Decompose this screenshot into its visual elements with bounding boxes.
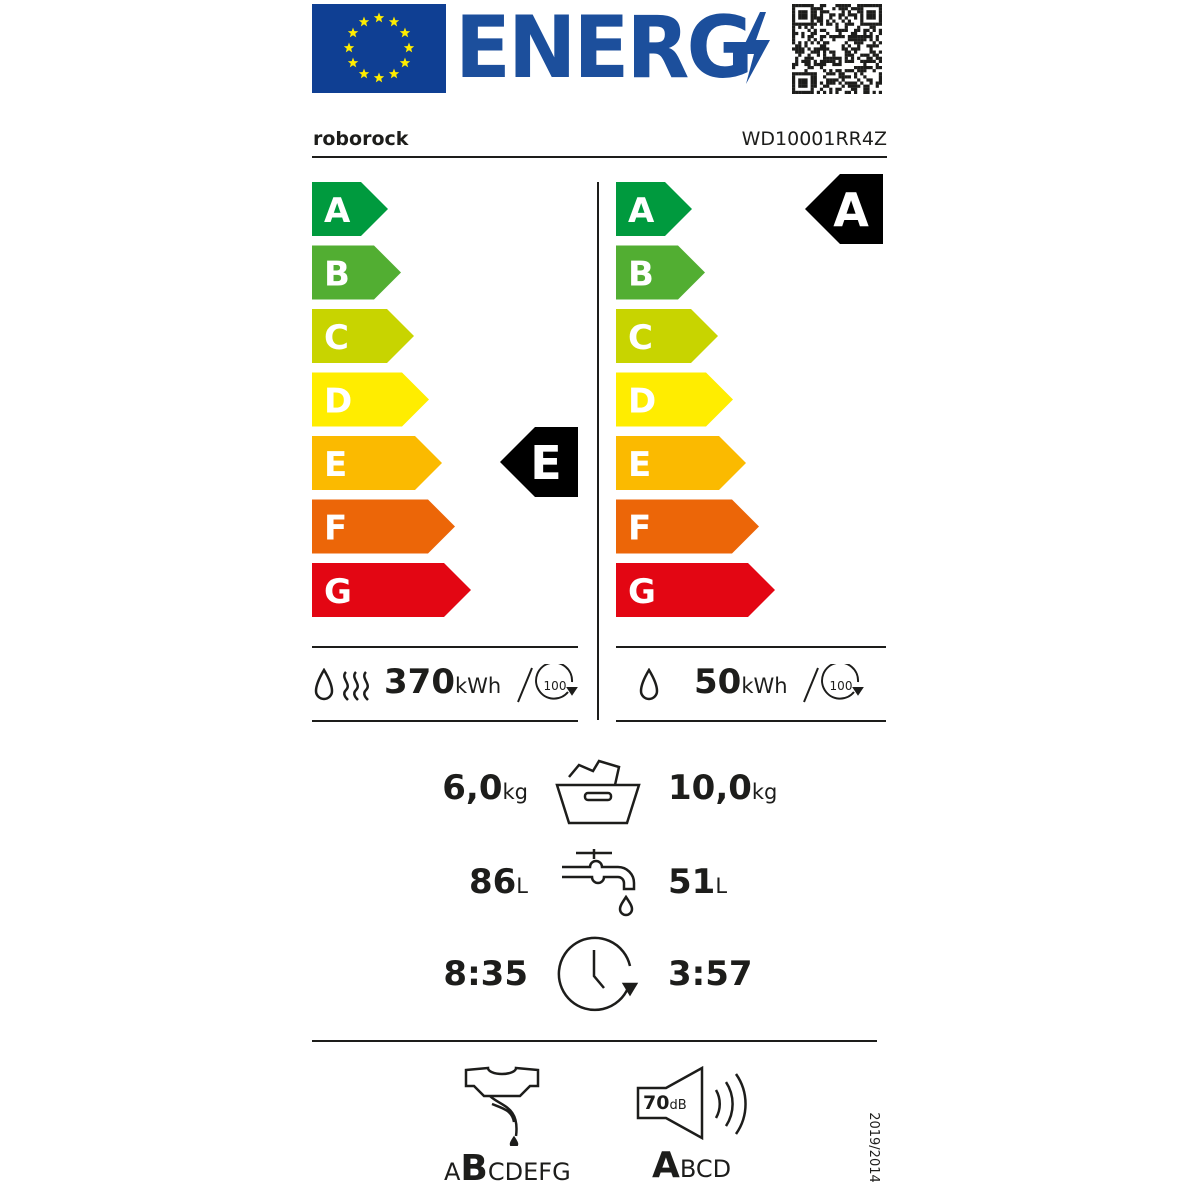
energy-class-bar-F: F xyxy=(616,499,759,554)
svg-text:D: D xyxy=(628,382,656,422)
star-icon xyxy=(343,42,355,53)
noise-class-scale: ABCD xyxy=(652,1145,732,1186)
water-wash-dry: 86L xyxy=(468,862,528,902)
svg-text:G: G xyxy=(324,572,352,612)
svg-text:E: E xyxy=(628,445,651,485)
lightning-icon xyxy=(740,12,770,84)
energy-class-bar-E: E xyxy=(616,436,746,490)
svg-text:F: F xyxy=(628,509,651,549)
svg-text:E: E xyxy=(324,445,347,485)
svg-text:A: A xyxy=(833,183,869,237)
per-100-cycles-icon: 100 xyxy=(517,664,578,703)
water-wash: 51L xyxy=(668,862,728,902)
star-icon xyxy=(399,27,411,38)
svg-text:B: B xyxy=(324,255,350,295)
noise-speaker-icon xyxy=(636,1066,747,1141)
energy-class-bar-G: G xyxy=(312,563,471,617)
energy-class-bar-B: B xyxy=(616,245,705,300)
star-icon xyxy=(388,68,400,79)
svg-text:F: F xyxy=(324,509,347,549)
divider xyxy=(312,720,578,722)
svg-text:G: G xyxy=(628,572,656,612)
per-100-cycles-icon: 100 xyxy=(803,664,864,703)
star-icon xyxy=(373,12,385,23)
svg-text:100: 100 xyxy=(830,679,853,693)
supplier-name: roborock xyxy=(313,128,409,150)
spin-drying-class-scale: ABCDEFG xyxy=(444,1148,571,1189)
duration-wash-dry: 8:35 xyxy=(443,954,528,994)
energy-class-bar-A: A xyxy=(312,182,388,236)
star-icon xyxy=(403,42,415,53)
svg-text:B: B xyxy=(628,255,654,295)
duration-wash: 3:57 xyxy=(668,954,753,994)
rating-indicator-wash_dry: E xyxy=(500,427,578,497)
energy-class-bar-A: A xyxy=(616,182,692,236)
divider xyxy=(616,646,886,648)
energy-class-bar-D: D xyxy=(312,372,429,427)
energy-class-bar-G: G xyxy=(616,563,775,617)
star-icon xyxy=(388,16,400,27)
regulation-number: 2019/2014 xyxy=(865,1112,881,1183)
divider xyxy=(312,646,578,648)
energy-class-bar-E: E xyxy=(312,436,442,490)
energy-class-bar-B: B xyxy=(312,245,401,300)
svg-text:C: C xyxy=(628,318,653,358)
divider xyxy=(597,182,599,720)
wash-dry-icon xyxy=(314,668,369,701)
svg-text:E: E xyxy=(530,436,561,490)
svg-text:D: D xyxy=(324,382,352,422)
clock-icon xyxy=(557,936,639,1012)
water-drop-icon xyxy=(639,668,659,701)
eu-flag-icon xyxy=(312,4,446,93)
star-icon xyxy=(347,57,359,68)
water-tap-icon xyxy=(562,849,636,917)
laundry-basket-icon xyxy=(555,759,641,825)
star-icon xyxy=(347,27,359,38)
star-icon xyxy=(399,57,411,68)
divider xyxy=(616,720,886,722)
energy-class-bar-F: F xyxy=(312,499,455,554)
wash-dry-energy: 370kWh xyxy=(384,662,502,702)
divider xyxy=(312,1040,877,1042)
capacity-wash: 10,0kg xyxy=(668,768,778,808)
energy-class-bar-C: C xyxy=(312,309,414,363)
star-icon xyxy=(358,16,370,27)
wash-energy: 50kWh xyxy=(694,662,788,702)
svg-text:C: C xyxy=(324,318,349,358)
model-identifier: WD10001RR4Z xyxy=(741,128,887,150)
divider xyxy=(312,156,887,158)
spin-drying-icon xyxy=(464,1066,540,1146)
rating-indicator-wash: A xyxy=(805,174,883,244)
svg-text:A: A xyxy=(628,191,655,231)
star-icon xyxy=(358,68,370,79)
capacity-wash-dry: 6,0kg xyxy=(442,768,528,808)
energy-class-bar-C: C xyxy=(616,309,718,363)
qr-code-icon[interactable] xyxy=(792,4,882,94)
star-icon xyxy=(373,72,385,83)
noise-value: 70dB xyxy=(643,1092,687,1114)
energy-logo-text: ENERG xyxy=(455,0,754,98)
energy-class-bar-D: D xyxy=(616,372,733,427)
svg-text:100: 100 xyxy=(544,679,567,693)
svg-text:A: A xyxy=(324,191,351,231)
